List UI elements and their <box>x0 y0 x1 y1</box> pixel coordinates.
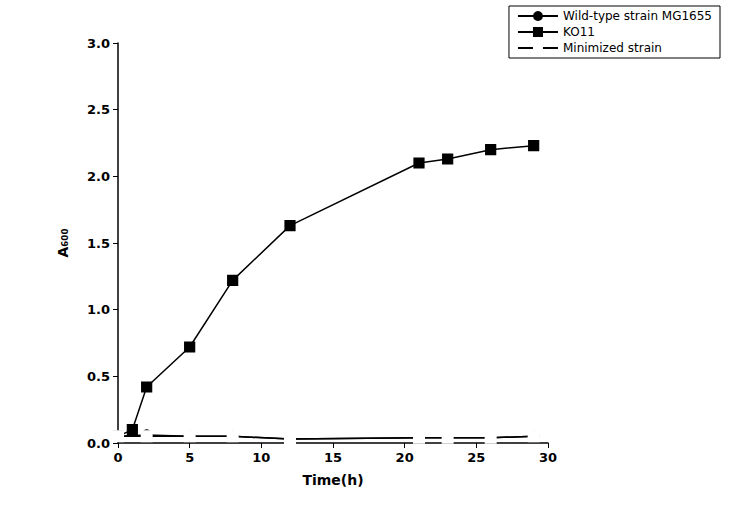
svg-text:0: 0 <box>113 450 122 465</box>
svg-text:Wild-type strain MG1655: Wild-type strain MG1655 <box>563 9 712 23</box>
svg-text:Time(h): Time(h) <box>302 472 363 488</box>
svg-text:30: 30 <box>539 450 557 465</box>
svg-text:3.0: 3.0 <box>87 36 110 51</box>
svg-text:20: 20 <box>396 450 414 465</box>
svg-text:0.0: 0.0 <box>87 436 110 451</box>
svg-text:1.0: 1.0 <box>87 302 110 317</box>
svg-text:2.0: 2.0 <box>87 169 110 184</box>
svg-text:KO11: KO11 <box>563 25 595 39</box>
svg-text:10: 10 <box>252 450 270 465</box>
svg-text:5: 5 <box>185 450 194 465</box>
svg-text:A₆₀₀: A₆₀₀ <box>55 228 71 257</box>
svg-text:0.5: 0.5 <box>87 369 110 384</box>
svg-text:1.5: 1.5 <box>87 236 110 251</box>
svg-text:15: 15 <box>324 450 342 465</box>
svg-text:2.5: 2.5 <box>87 102 110 117</box>
svg-text:25: 25 <box>467 450 485 465</box>
svg-text:Minimized strain: Minimized strain <box>563 41 662 55</box>
